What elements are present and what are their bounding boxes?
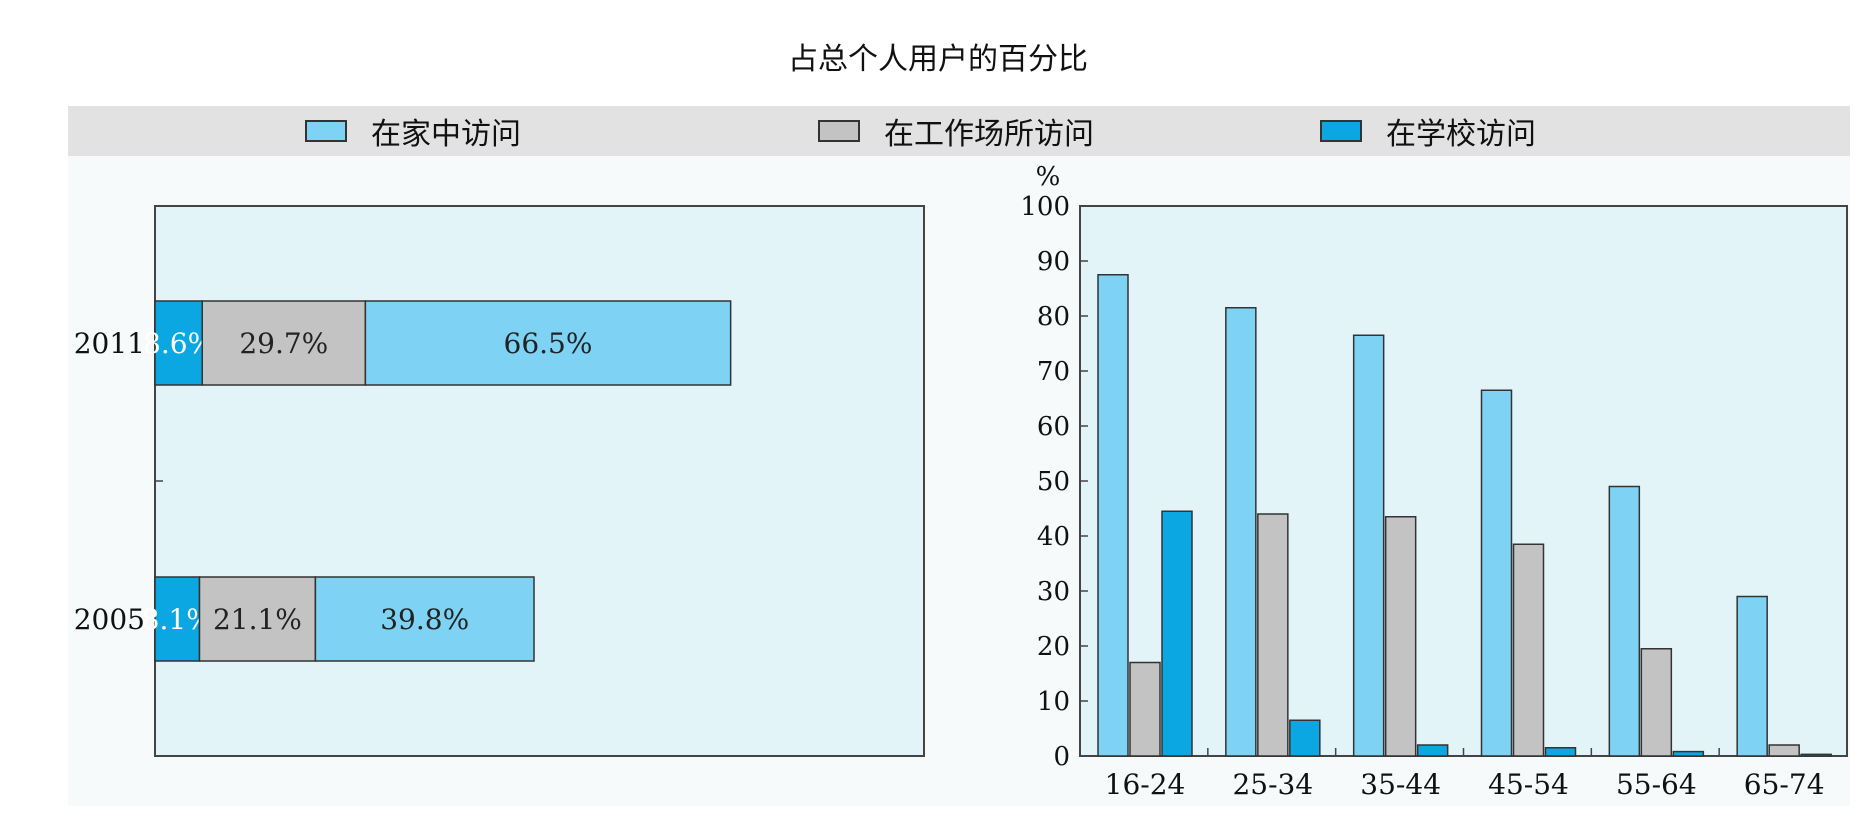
y-tick-label: 0 [1053,742,1070,772]
data-label: 39.8% [380,603,469,636]
x-tick-label: 25-34 [1232,768,1313,801]
bar [1768,744,1800,757]
legend-swatch-home [305,120,347,142]
category-label: 2011 [74,327,145,360]
bar [1480,389,1513,757]
bar [1544,747,1577,757]
x-tick-label: 55-64 [1616,768,1697,801]
bar [1672,750,1705,757]
y-tick-label: 30 [1037,577,1070,607]
data-label: 66.5% [504,327,593,360]
bar [1161,510,1193,757]
bar-segment [154,300,203,386]
y-tick-label: 20 [1037,632,1070,662]
legend: 在家中访问 在工作场所访问 在学校访问 [68,106,1850,156]
x-tick-label: 65-74 [1744,768,1825,801]
bar [1257,513,1289,757]
legend-item-school: 在学校访问 [1320,106,1536,156]
x-tick-label: 35-44 [1360,768,1441,801]
chart-title: 占总个人用户的百分比 [788,42,1088,77]
bar-segment [198,576,317,662]
y-axis-unit-label: % [1036,162,1061,192]
y-tick-label: 100 [1020,192,1070,222]
y-tick-label: 90 [1037,247,1070,277]
data-label: 21.1% [213,603,302,636]
bar [1416,744,1449,757]
bar [1736,595,1768,757]
plot-area [154,205,925,757]
legend-item-work: 在工作场所访问 [818,106,1094,156]
bar-segment [364,300,732,386]
y-tick-label: 10 [1037,687,1070,717]
bar [1097,274,1129,757]
bar [1800,753,1832,757]
legend-label-home: 在家中访问 [371,117,521,152]
y-tick-label: 50 [1037,467,1070,497]
y-tick-label: 80 [1037,302,1070,332]
bar [1608,485,1641,757]
bar [1225,307,1257,757]
bar [1352,334,1385,757]
x-tick-label: 45-54 [1488,768,1569,801]
legend-label-school: 在学校访问 [1386,117,1536,152]
category-label: 2005 [74,603,145,636]
legend-label-work: 在工作场所访问 [884,117,1094,152]
bar-segment [314,576,535,662]
y-tick-label: 40 [1037,522,1070,552]
bar [1289,719,1321,757]
bar [1129,661,1161,757]
x-tick-label: 16-24 [1105,768,1186,801]
y-tick-label: 60 [1037,412,1070,442]
data-label: 29.7% [239,327,328,360]
legend-swatch-school [1320,120,1362,142]
grouped-bar-chart: % 0 10 20 30 40 50 60 70 80 90 100 16-24 25-34 35-44 45… [1020,162,1848,801]
legend-swatch-work [818,120,860,142]
bar [1512,543,1545,757]
plot-area [1079,205,1848,757]
bar [1384,516,1417,757]
bar [1640,648,1673,757]
legend-item-home: 在家中访问 [305,106,521,156]
y-tick-label: 70 [1037,357,1070,387]
